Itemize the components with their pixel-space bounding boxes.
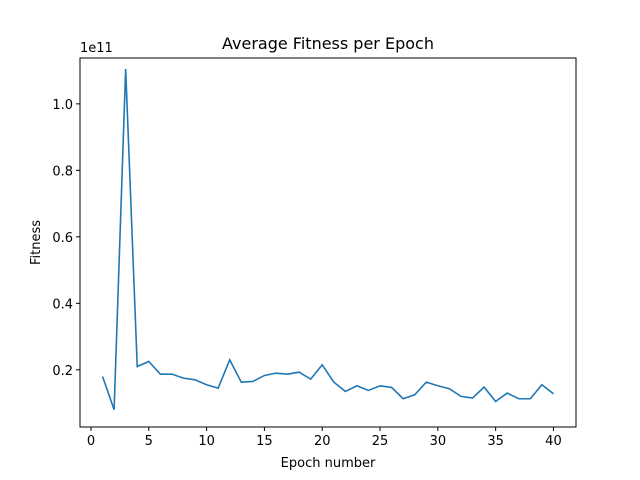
- axes-frame: [79, 57, 577, 428]
- y-tick-label: 0.2: [52, 364, 73, 379]
- x-tick-label: 5: [145, 434, 153, 449]
- y-tick-label: 1.0: [52, 98, 73, 113]
- x-tick-label: 0: [87, 434, 95, 449]
- x-tick-label: 40: [545, 434, 562, 449]
- y-tick-label: 0.6: [52, 231, 73, 246]
- y-axis: 0.2 0.4 0.6 0.8 1.0: [52, 98, 80, 379]
- x-tick-label: 20: [314, 434, 331, 449]
- x-tick-label: 25: [372, 434, 389, 449]
- x-tick-label: 10: [198, 434, 215, 449]
- x-tick-label: 30: [430, 434, 447, 449]
- chart-title: Average Fitness per Epoch: [222, 34, 434, 53]
- x-tick-label: 35: [487, 434, 504, 449]
- x-axis: 0 5 10 15 20 25 30 35 40: [87, 427, 562, 449]
- y-tick-label: 0.8: [52, 164, 73, 179]
- series-line: [101, 68, 554, 410]
- y-offset-label: 1e11: [80, 41, 113, 56]
- y-axis-label: Fitness: [29, 220, 44, 265]
- x-axis-label: Epoch number: [281, 456, 376, 471]
- x-tick-label: 15: [256, 434, 273, 449]
- y-tick-label: 0.4: [52, 297, 73, 312]
